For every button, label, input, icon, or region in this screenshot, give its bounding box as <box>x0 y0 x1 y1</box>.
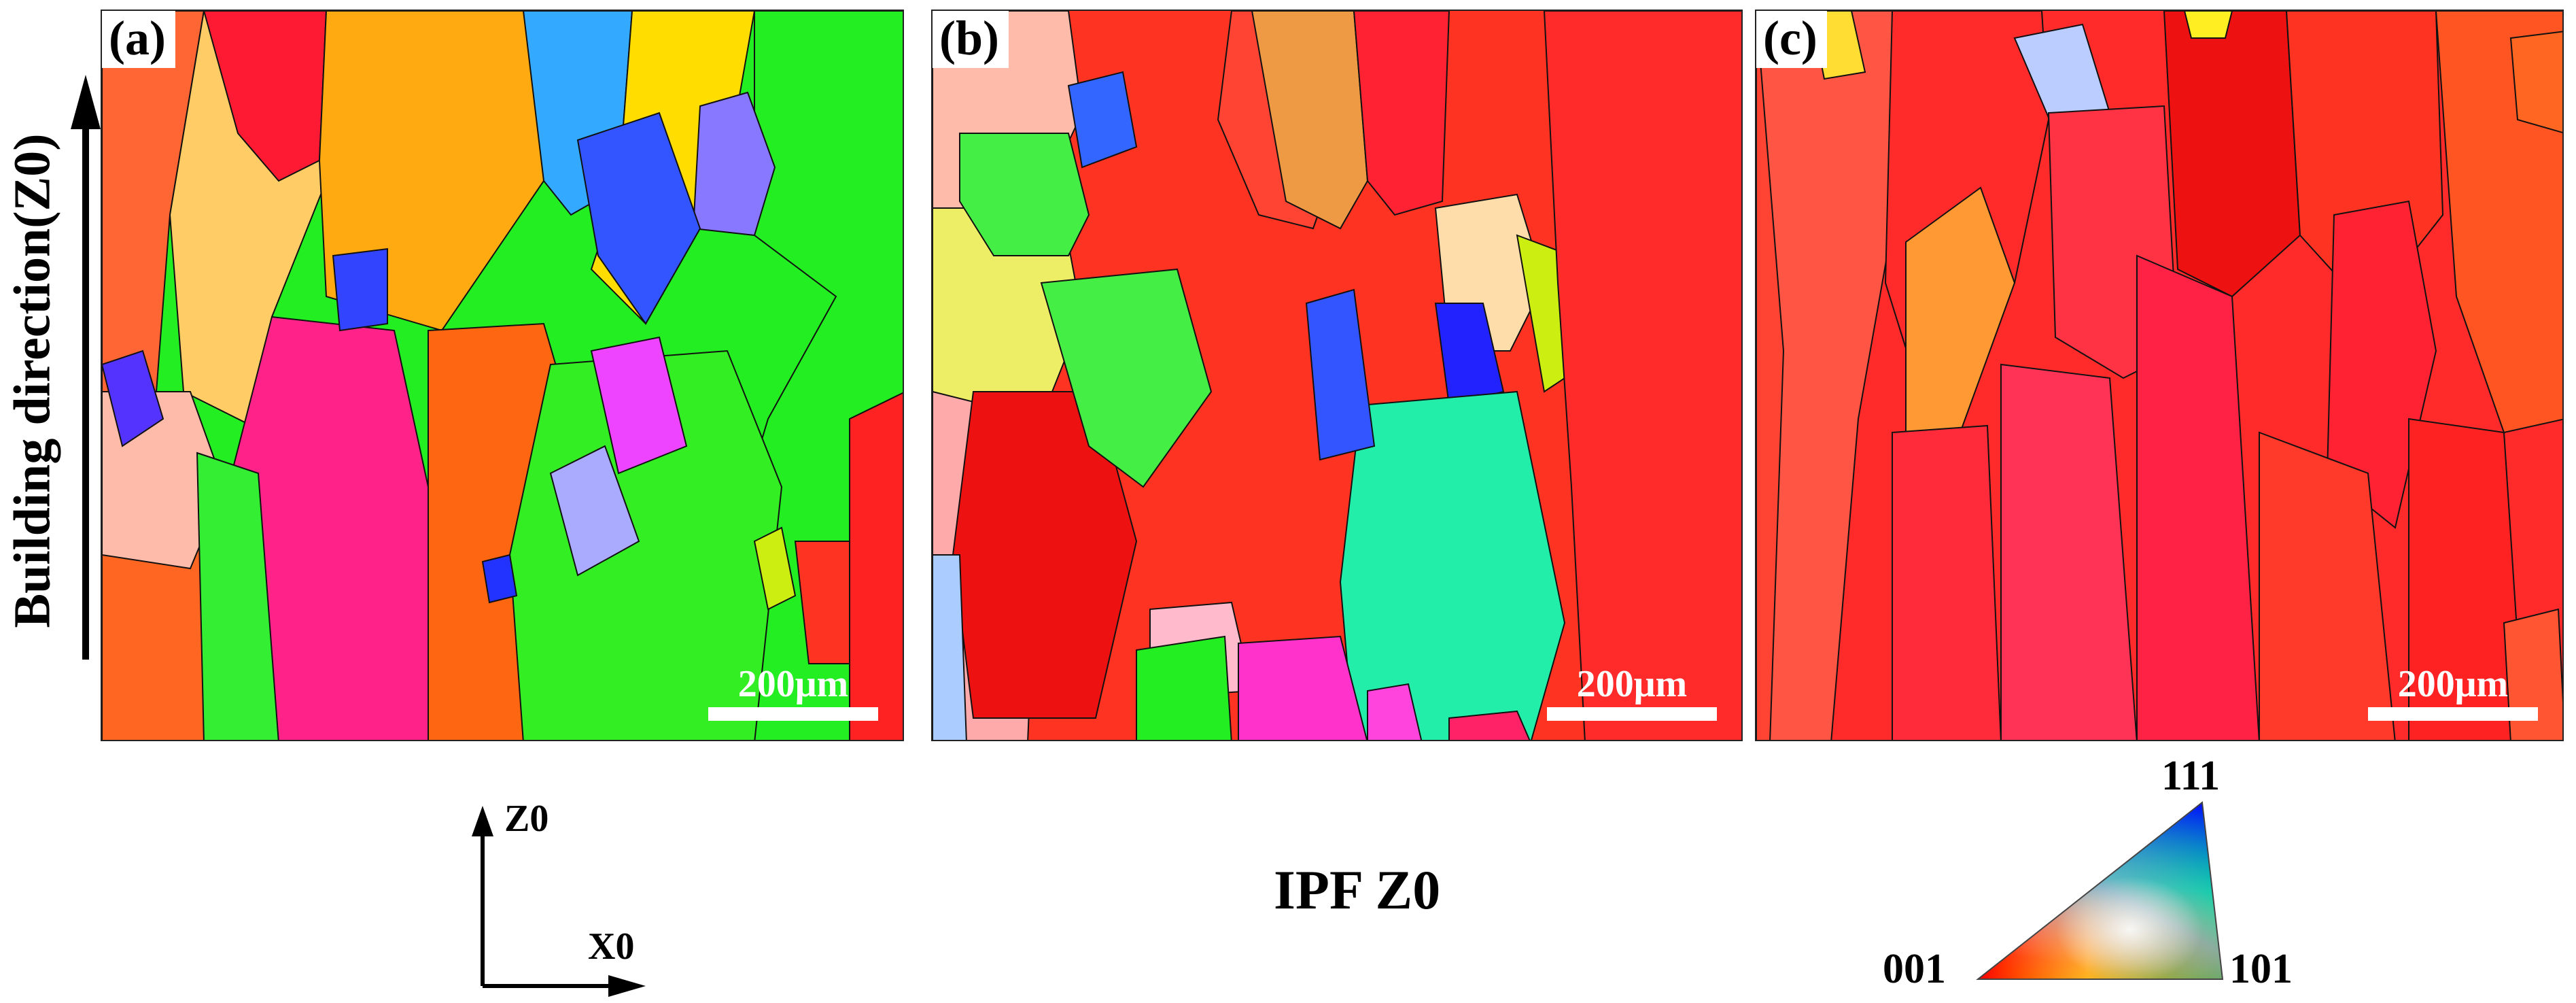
axis-label-z0: Z0 <box>504 798 549 840</box>
building-direction-label: Building direction(Z0) <box>3 133 61 628</box>
scale-bar-line-c <box>2368 707 2538 721</box>
scale-bar-line-b <box>1547 707 1717 721</box>
axes-arrows-icon <box>472 806 646 997</box>
ebsd-map-a: (a) 200μm <box>101 10 904 741</box>
panel-label-b: (b) <box>933 11 1009 68</box>
panel-label-c: (c) <box>1756 11 1827 68</box>
ipf-title: IPF Z0 <box>1274 859 1441 921</box>
panel-label-a: (a) <box>102 11 175 68</box>
grain-map-b <box>933 11 1741 740</box>
ipf-label-111: 111 <box>2161 753 2221 799</box>
ebsd-map-c: (c) 200μm <box>1755 10 2564 741</box>
scale-bar-text-a: 200μm <box>737 663 849 705</box>
grain-map-c <box>1756 11 2562 740</box>
ebsd-map-b: (b) 200μm <box>931 10 1743 741</box>
coordinate-axes: Z0 X0 <box>449 798 652 1003</box>
building-direction-arrow <box>71 75 101 660</box>
scale-bar-b: 200μm <box>1547 665 1717 721</box>
ipf-label-101: 101 <box>2229 946 2293 992</box>
ipf-triangle-icon <box>1976 801 2224 980</box>
ipf-label-001: 001 <box>1883 946 1946 992</box>
grain-map-a <box>102 11 903 740</box>
scale-bar-c: 200μm <box>2368 665 2538 721</box>
scale-bar-line-a <box>708 707 878 721</box>
scale-bar-text-b: 200μm <box>1576 663 1688 705</box>
scale-bar-text-c: 200μm <box>2397 663 2509 705</box>
scale-bar-a: 200μm <box>708 665 878 721</box>
axis-label-x0: X0 <box>588 925 635 968</box>
